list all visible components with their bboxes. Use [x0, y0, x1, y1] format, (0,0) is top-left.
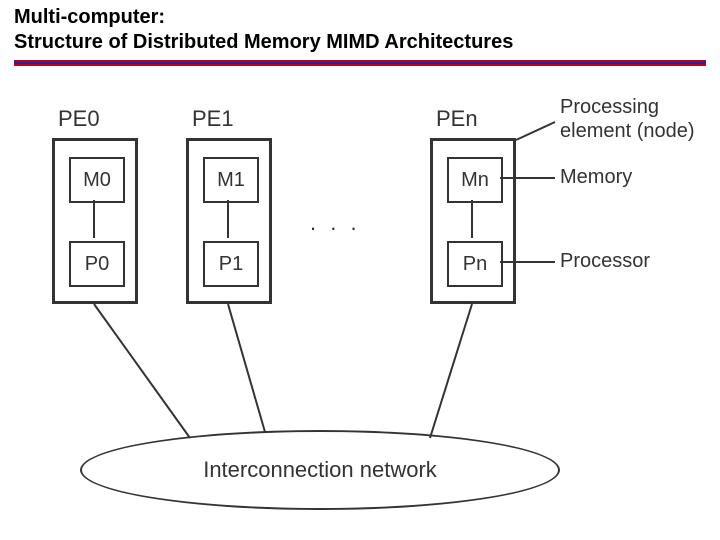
node-label-line2: element (node) [560, 120, 695, 143]
mn-box: Mn [447, 157, 503, 203]
pe0-box: M0 P0 [52, 138, 138, 304]
memory-label: Memory [560, 166, 632, 189]
slide-title: Multi-computer: Structure of Distributed… [14, 6, 706, 54]
pn-box: Pn [447, 241, 503, 287]
p1-box: P1 [203, 241, 259, 287]
processor-label: Processor [560, 250, 650, 273]
title-line2: Structure of Distributed Memory MIMD Arc… [14, 31, 706, 54]
pe0-label: PE0 [58, 106, 100, 132]
p0-box: P0 [69, 241, 125, 287]
pe1-label: PE1 [192, 106, 234, 132]
pen-box: Mn Pn [430, 138, 516, 304]
ellipsis-dots: . . . [310, 210, 361, 236]
network-ellipse: Interconnection network [80, 430, 560, 510]
m0-box: M0 [69, 157, 125, 203]
pen-label: PEn [436, 106, 478, 132]
pe1-box: M1 P1 [186, 138, 272, 304]
title-rule-blue [14, 62, 706, 64]
network-label: Interconnection network [203, 457, 437, 483]
node-label-line1: Processing [560, 96, 659, 119]
m1-box: M1 [203, 157, 259, 203]
title-line1: Multi-computer: [14, 6, 706, 29]
